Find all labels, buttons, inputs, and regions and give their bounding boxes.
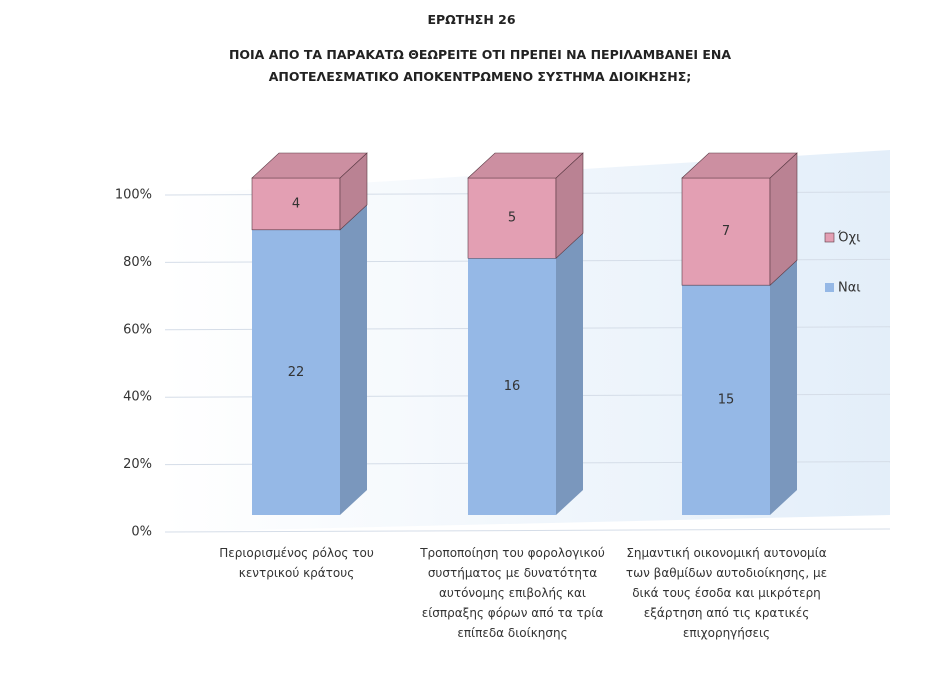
y-tick-label: 80% [123, 255, 152, 270]
data-label: 5 [508, 211, 516, 226]
bar-side [340, 204, 367, 515]
bar-segment [252, 204, 367, 515]
chart-title: ΕΡΩΤΗΣΗ 26 [427, 12, 516, 27]
bar-segment [467, 152, 584, 259]
y-tick-label: 100% [115, 188, 152, 203]
y-tick-label: 60% [123, 322, 152, 337]
bar-front [468, 258, 556, 515]
bar-segment [468, 233, 583, 515]
data-label: 7 [722, 224, 730, 239]
bar-top [467, 152, 584, 179]
y-tick-label: 40% [123, 390, 152, 405]
bar-segment [682, 260, 797, 515]
bar-top [251, 152, 368, 179]
bar-front [252, 229, 340, 515]
bar-segment [251, 152, 368, 231]
legend-label: Ναι [838, 281, 861, 296]
x-tick-label: Τροποποίηση του φορολογικού συστήματος μ… [420, 546, 605, 640]
x-tick-label: Σημαντική οικονομική αυτονομία των βαθμί… [625, 546, 828, 640]
y-tick-label: 0% [131, 525, 152, 540]
legend-label: Όχι [837, 231, 860, 246]
legend-swatch [825, 283, 834, 292]
legend-swatch [824, 232, 835, 243]
chart-subtitle: ΠΟΙΑ ΑΠΟ ΤΑ ΠΑΡΑΚΑΤΩ ΘΕΩΡΕΙΤΕ ΟΤΙ ΠΡΕΠΕΙ… [228, 47, 732, 84]
data-label: 15 [718, 393, 735, 408]
data-label: 22 [288, 365, 305, 380]
grid-line [164, 528, 891, 533]
bar-side [556, 233, 583, 515]
bar-side [770, 260, 797, 515]
bar-segment [681, 152, 798, 286]
y-tick-label: 20% [123, 457, 152, 472]
x-tick-label: Περιορισμένος ρόλος του κεντρικού κράτου… [219, 546, 374, 580]
data-label: 4 [292, 196, 300, 211]
data-label: 16 [504, 379, 521, 394]
bar-front [682, 285, 770, 515]
bar-top [681, 152, 798, 179]
